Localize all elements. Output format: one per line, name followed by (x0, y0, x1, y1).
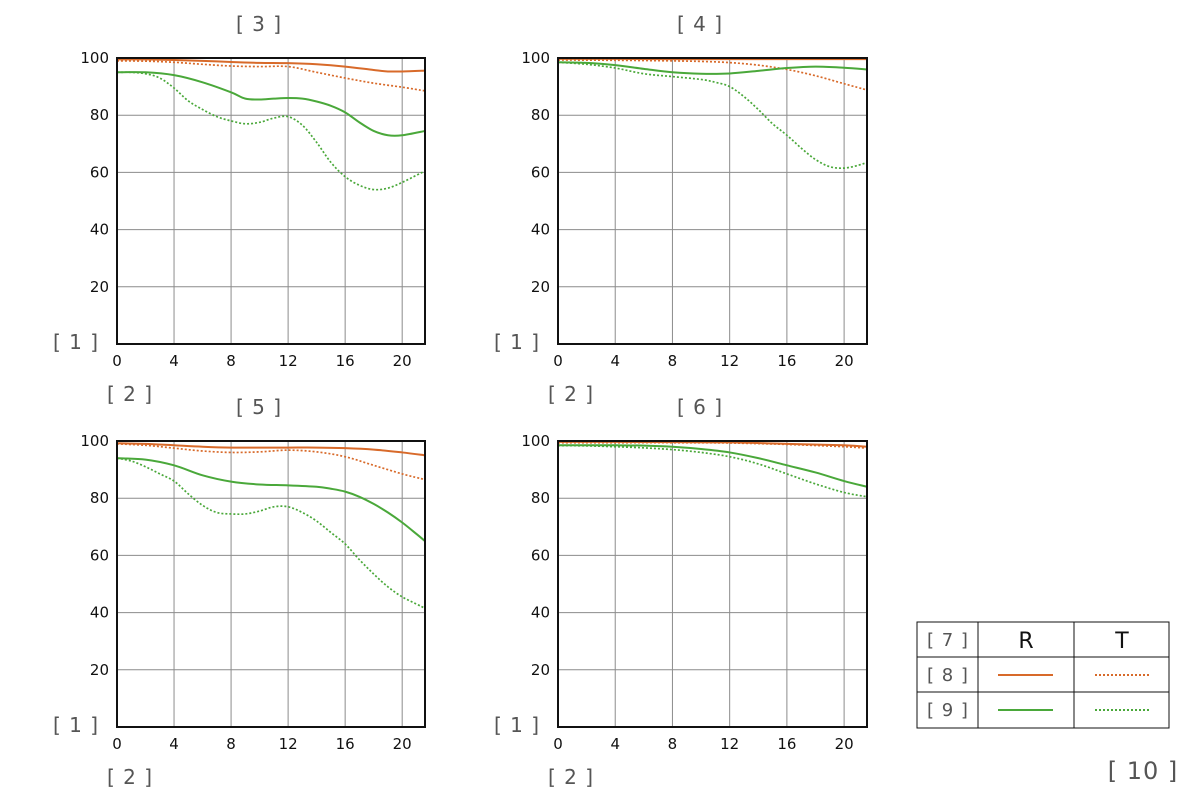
chart-title: [ 5 ] (236, 395, 282, 419)
y-tick-label: 20 (90, 278, 109, 296)
legend-col-r: R (1018, 629, 1033, 654)
x-tick-label: 8 (668, 735, 678, 753)
x-tick-label: 12 (279, 352, 298, 370)
x-tick-label: 0 (553, 735, 563, 753)
y-axis-label: [ 1 ] (494, 330, 540, 354)
x-tick-label: 0 (112, 735, 122, 753)
legend-table: [ 7 ] R T [ 8 ] [ 9 ] (916, 621, 1170, 729)
x-axis-label: [ 2 ] (548, 765, 594, 789)
series-line-orange-dotted (557, 59, 868, 91)
plot-frame (557, 440, 868, 728)
chart-title: [ 3 ] (236, 12, 282, 36)
series-line-green-dotted (557, 61, 868, 170)
legend-row-9-label: [ 9 ] (927, 700, 969, 721)
legend-border (916, 621, 1170, 729)
chart-panel-1: 0 4 8 12 16 20 20 40 60 80 100 [ 3 ] [ 1 ] [ 2 ] (53, 12, 426, 406)
y-tick-label: 60 (90, 546, 109, 564)
x-tick-label: 8 (226, 352, 236, 370)
series-line-green-solid (116, 71, 426, 137)
series-line-green-dotted (116, 457, 426, 610)
y-axis-label: [ 1 ] (53, 713, 99, 737)
chart-panel-4: 0 4 8 12 16 20 20 40 60 80 100 [ 6 ] [ 1 ] [ 2 ] (494, 395, 868, 789)
series-line-orange-dotted (557, 441, 868, 449)
legend-col-t: T (1114, 629, 1129, 654)
x-tick-label: 4 (169, 352, 179, 370)
x-tick-label: 20 (393, 352, 412, 370)
plot-frame (557, 57, 868, 345)
y-tick-label: 20 (531, 661, 550, 679)
chart-title: [ 4 ] (677, 12, 723, 36)
x-axis-label: [ 2 ] (107, 765, 153, 789)
y-tick-label: 100 (80, 49, 109, 67)
series-line-orange-dotted (116, 443, 426, 481)
legend-row-8-label: [ 8 ] (927, 665, 969, 686)
x-axis-label: [ 2 ] (107, 382, 153, 406)
x-tick-label: 16 (336, 352, 355, 370)
chart-panel-2: 0 4 8 12 16 20 20 40 60 80 100 [ 4 ] [ 1 ] [ 2 ] (494, 12, 868, 406)
x-tick-label: 4 (610, 352, 620, 370)
y-tick-label: 60 (531, 163, 550, 181)
x-tick-label: 12 (720, 352, 739, 370)
x-tick-label: 20 (835, 735, 854, 753)
x-tick-label: 12 (720, 735, 739, 753)
y-tick-label: 80 (531, 489, 550, 507)
x-axis-label: [ 2 ] (548, 382, 594, 406)
series-line-green-solid (116, 457, 426, 542)
y-tick-label: 40 (90, 221, 109, 239)
series-line-green-solid (557, 444, 868, 488)
y-tick-label: 80 (90, 489, 109, 507)
x-tick-label: 12 (279, 735, 298, 753)
series-line-orange-solid (116, 442, 426, 457)
y-tick-label: 60 (531, 546, 550, 564)
series-line-orange-dotted (116, 60, 426, 92)
chart-title: [ 6 ] (677, 395, 723, 419)
x-tick-label: 8 (668, 352, 678, 370)
x-tick-label: 4 (610, 735, 620, 753)
series-line-green-dotted (557, 444, 868, 498)
x-tick-label: 20 (393, 735, 412, 753)
x-tick-label: 16 (777, 352, 796, 370)
series-line-green-solid (557, 61, 868, 75)
y-tick-label: 40 (531, 221, 550, 239)
footer-label: [ 10 ] (1108, 757, 1179, 785)
y-tick-label: 20 (531, 278, 550, 296)
x-tick-label: 20 (835, 352, 854, 370)
x-tick-label: 4 (169, 735, 179, 753)
plot-frame (116, 57, 426, 345)
chart-panel-3: 0 4 8 12 16 20 20 40 60 80 100 [ 5 ] [ 1 ] [ 2 ] (53, 395, 426, 789)
y-tick-label: 100 (521, 432, 550, 450)
y-tick-label: 60 (90, 163, 109, 181)
x-tick-label: 16 (336, 735, 355, 753)
x-tick-label: 0 (553, 352, 563, 370)
x-tick-label: 0 (112, 352, 122, 370)
series-line-orange-solid (116, 58, 426, 73)
plot-frame (116, 440, 426, 728)
y-tick-label: 100 (80, 432, 109, 450)
y-tick-label: 80 (531, 106, 550, 124)
x-tick-label: 16 (777, 735, 796, 753)
series-line-green-dotted (116, 71, 426, 191)
x-tick-label: 8 (226, 735, 236, 753)
y-tick-label: 100 (521, 49, 550, 67)
y-tick-label: 40 (531, 604, 550, 622)
y-tick-label: 80 (90, 106, 109, 124)
y-axis-label: [ 1 ] (53, 330, 99, 354)
y-tick-label: 20 (90, 661, 109, 679)
y-axis-label: [ 1 ] (494, 713, 540, 737)
legend-corner-label: [ 7 ] (927, 630, 969, 651)
y-tick-label: 40 (90, 604, 109, 622)
